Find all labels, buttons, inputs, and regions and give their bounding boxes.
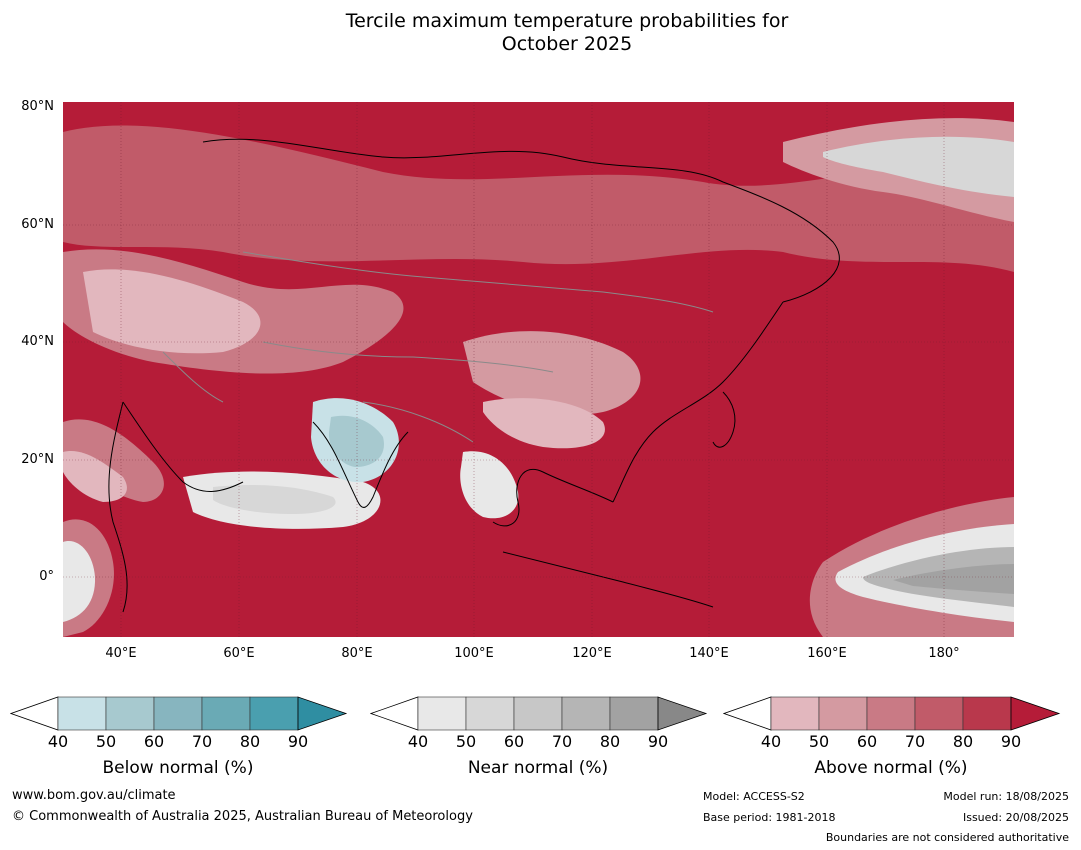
colorbar-segment [914,696,964,731]
above-70-band [63,125,1014,272]
lat-label-40n: 40°N [21,334,54,349]
website-link[interactable]: www.bom.gov.au/climate [12,788,176,803]
country-borders [162,251,714,443]
lat-label-60n: 60°N [21,217,54,232]
colorbar-segment [57,696,107,731]
tick-label: 90 [647,732,669,751]
colorbar-segment [609,696,659,731]
tick-label: 70 [191,732,213,751]
tick-label: 70 [904,732,926,751]
above-40-china [483,398,605,449]
colorbar-segment [249,696,299,731]
near-normal-title: Near normal (%) [467,758,609,778]
below-normal-colorbar [10,696,348,731]
below-50-india [328,415,384,467]
above-40-arabia [63,451,127,502]
tick-label: 80 [952,732,974,751]
probability-map [63,102,1014,637]
disclaimer-text: Boundaries are not considered authoritat… [825,831,1069,844]
tick-label: 40 [760,732,782,751]
colorbar-segment [770,696,820,731]
title-line-2: October 2025 [501,33,633,55]
colorbar-segment [105,696,155,731]
lat-label-80n: 80°N [21,99,54,114]
title-line-1: Tercile maximum temperature probabilitie… [345,10,789,32]
near-normal-colorbar [370,696,708,731]
above-normal-colorbar [723,696,1061,731]
issued-text: Issued: 20/08/2025 [962,811,1069,824]
colorbar-segment [962,696,1012,731]
tick-label: 50 [95,732,117,751]
colorbar-min-extension [370,696,419,731]
tick-label: 60 [503,732,525,751]
tick-label: 50 [455,732,477,751]
model-run-text: Model run: 18/08/2025 [943,790,1069,803]
below-normal-title: Below normal (%) [102,758,254,778]
lon-label-80e: 80°E [341,646,373,661]
tick-label: 40 [47,732,69,751]
above-normal-title: Above normal (%) [814,758,968,778]
tick-label: 70 [551,732,573,751]
tick-label: 60 [143,732,165,751]
lat-label-0: 0° [39,569,54,584]
above-60-mideast [63,419,164,502]
lon-label-100e: 100°E [454,646,494,661]
lon-label-40e: 40°E [105,646,137,661]
near-normal-africa [63,541,96,622]
colorbar-max-extension [1010,696,1061,731]
colorbar-segment [866,696,916,731]
near-normal-indochina [460,451,519,519]
map-title: Tercile maximum temperature probabilitie… [0,10,1081,56]
colorbar-max-extension [297,696,348,731]
tick-label: 90 [287,732,309,751]
lon-label-180: 180° [928,646,960,661]
base-period-text: Base period: 1981-2018 [703,811,836,824]
colorbar-segment [818,696,868,731]
map-panel [63,102,1014,637]
near-normal-50-arabian-sea [213,485,336,514]
lon-label-120e: 120°E [572,646,612,661]
tick-label: 40 [407,732,429,751]
colorbar-segment [561,696,611,731]
lat-label-20n: 20°N [21,452,54,467]
colorbar-max-extension [657,696,708,731]
copyright-text: © Commonwealth of Australia 2025, Austra… [12,809,473,824]
near-normal-80-pacific [893,564,1014,594]
gridlines [63,102,1014,637]
colorbar-segment [153,696,203,731]
colorbar-segment [513,696,563,731]
above-50-mongolia [463,331,641,415]
tick-label: 80 [599,732,621,751]
tick-label: 60 [856,732,878,751]
above-40-west [83,269,261,354]
lon-label-160e: 160°E [807,646,847,661]
tick-label: 90 [1000,732,1022,751]
near-normal-northeast [823,136,1014,197]
tick-label: 50 [808,732,830,751]
colorbar-min-extension [10,696,59,731]
model-text: Model: ACCESS-S2 [703,790,805,803]
lon-label-140e: 140°E [689,646,729,661]
tick-label: 80 [239,732,261,751]
colorbar-segment [465,696,515,731]
lon-label-60e: 60°E [223,646,255,661]
colorbar-segment [417,696,467,731]
colorbar-min-extension [723,696,772,731]
colorbar-segment [201,696,251,731]
coastlines [108,138,840,613]
